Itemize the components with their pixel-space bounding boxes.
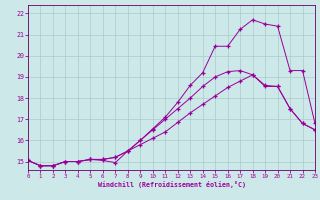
X-axis label: Windchill (Refroidissement éolien,°C): Windchill (Refroidissement éolien,°C) [98,181,245,188]
